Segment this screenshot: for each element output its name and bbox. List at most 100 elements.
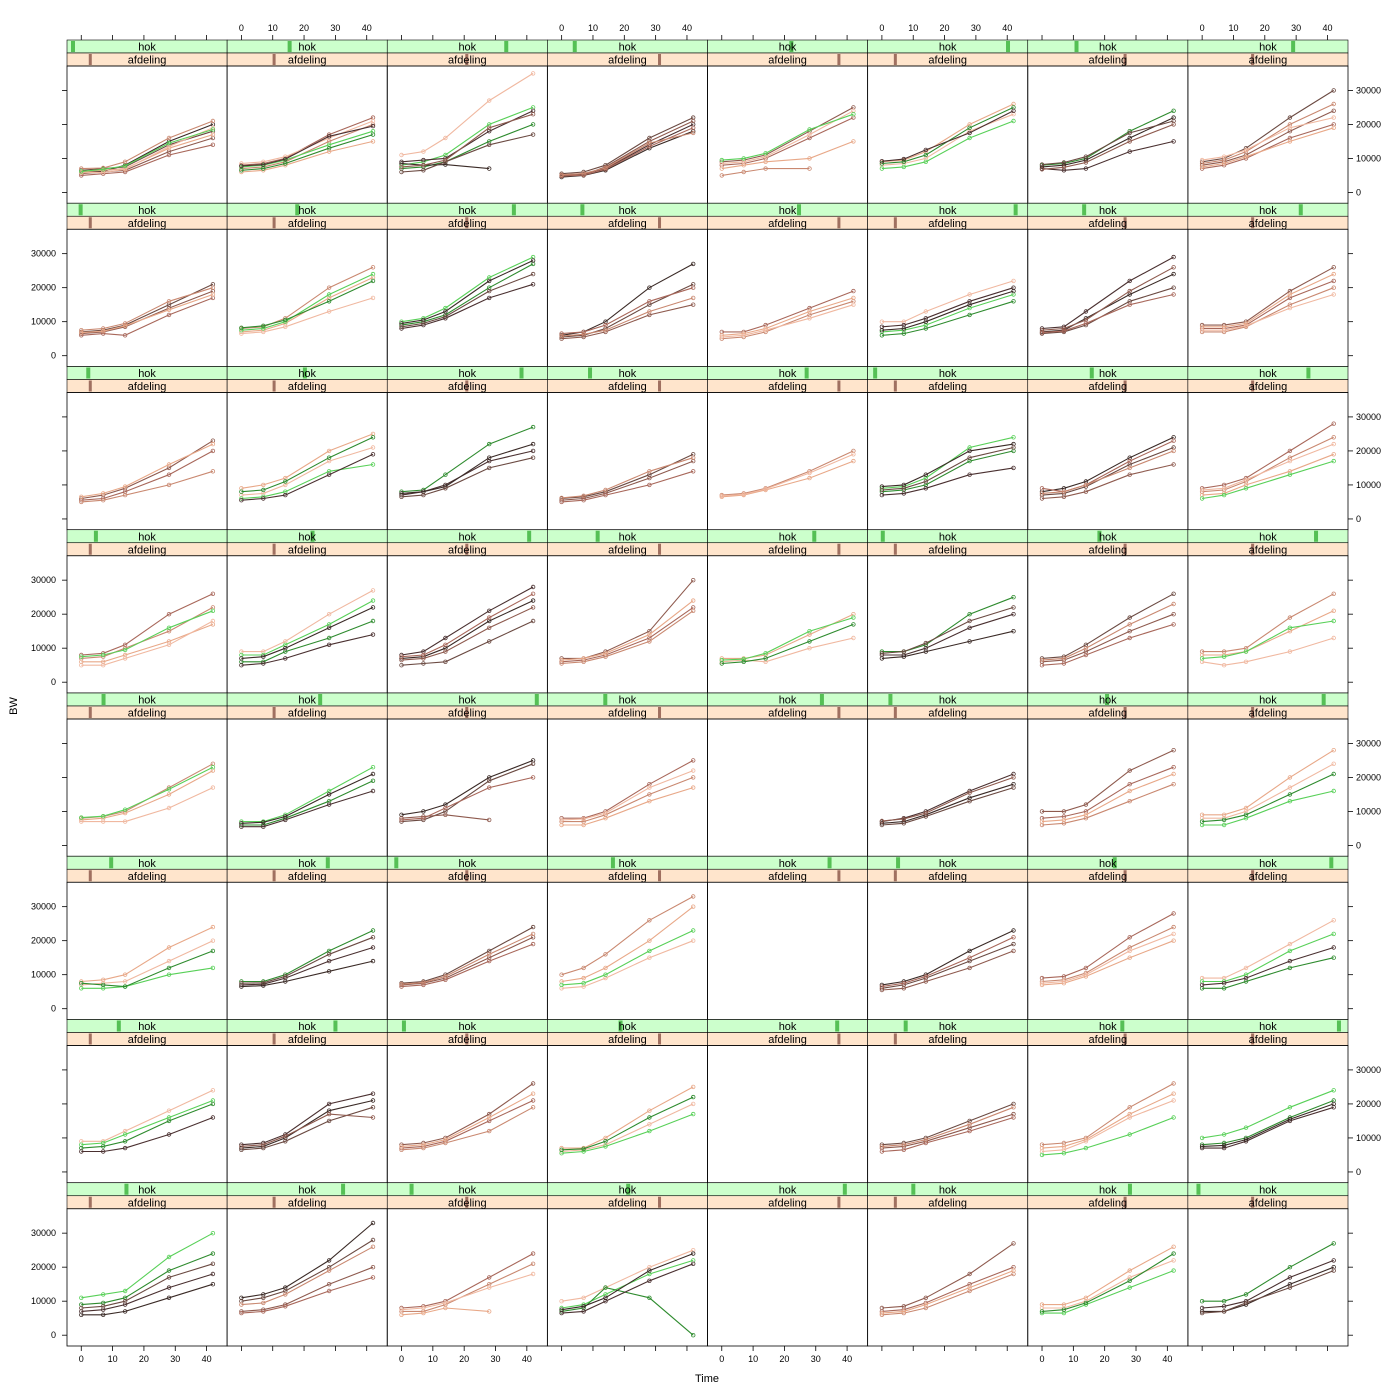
data-point xyxy=(901,1309,906,1314)
data-point xyxy=(691,118,696,124)
series-line xyxy=(81,1099,214,1146)
series-line xyxy=(881,450,1014,493)
series-line xyxy=(81,127,214,174)
series-line xyxy=(881,106,1014,165)
data-point xyxy=(79,328,84,333)
data-point xyxy=(581,656,586,661)
strip-inner-level-marker xyxy=(658,380,662,392)
series-line xyxy=(1202,946,1334,986)
strip-inner-label: afdeling xyxy=(608,55,647,67)
data-point xyxy=(603,322,608,328)
series-line xyxy=(241,936,374,984)
series-line xyxy=(721,453,854,497)
data-point xyxy=(326,134,332,139)
y-tick-label: 30000 xyxy=(1356,412,1381,422)
data-point xyxy=(530,1105,536,1110)
data-point xyxy=(923,326,928,331)
data-point xyxy=(1011,948,1016,954)
data-point xyxy=(122,333,128,338)
data-point xyxy=(530,455,536,460)
x-tick-label: 0 xyxy=(1200,23,1205,33)
series-line xyxy=(881,787,1014,826)
strip-inner-label: afdeling xyxy=(288,381,327,393)
data-point xyxy=(1083,482,1089,488)
data-point xyxy=(807,470,812,476)
strip-outer-level-marker xyxy=(302,367,307,379)
x-tick-label: 30 xyxy=(811,1354,821,1364)
data-point xyxy=(879,984,885,989)
data-point xyxy=(79,1149,84,1154)
data-point xyxy=(487,1285,492,1290)
strip-inner-label: afdeling xyxy=(448,708,487,720)
data-point xyxy=(1127,615,1132,620)
series-line xyxy=(1041,256,1174,330)
series-line xyxy=(561,117,694,175)
data-point xyxy=(691,938,696,943)
data-point xyxy=(166,140,172,146)
data-point xyxy=(1171,601,1176,607)
data-point xyxy=(1221,1298,1227,1304)
data-point xyxy=(691,608,696,613)
series-line xyxy=(81,1283,214,1316)
y-tick-label: 0 xyxy=(51,1004,56,1014)
strip-outer-level-marker xyxy=(835,1020,840,1032)
data-point xyxy=(239,821,244,826)
series-line xyxy=(81,1273,214,1312)
data-point xyxy=(421,982,426,988)
data-point xyxy=(1221,154,1227,159)
series-line xyxy=(401,443,534,494)
strip-inner-level-marker xyxy=(1123,543,1127,555)
series-line xyxy=(881,120,1014,170)
series-line xyxy=(1202,443,1334,491)
data-point xyxy=(530,761,536,766)
series-line xyxy=(241,1246,374,1306)
data-point xyxy=(1061,489,1067,494)
series-line xyxy=(1041,623,1174,666)
strip-outer-level-marker xyxy=(409,1183,414,1195)
strip-inner-level-marker xyxy=(1251,54,1255,65)
data-point xyxy=(1011,1268,1016,1273)
strip-outer-label: hok xyxy=(458,695,476,707)
data-point xyxy=(1331,115,1336,120)
strip-inner-label: afdeling xyxy=(448,55,487,67)
data-point xyxy=(283,1292,288,1297)
data-point xyxy=(1039,819,1045,824)
data-point xyxy=(421,809,426,814)
data-point xyxy=(283,492,288,498)
data-point xyxy=(1221,1140,1227,1146)
data-point xyxy=(691,785,696,790)
series-line xyxy=(881,443,1014,488)
strip-outer-label: hok xyxy=(138,531,156,543)
data-point xyxy=(122,163,128,169)
data-point xyxy=(443,642,448,647)
series-line xyxy=(561,770,694,821)
data-point xyxy=(100,663,106,668)
strip-inner-label: afdeling xyxy=(448,218,487,230)
data-point xyxy=(879,487,885,493)
series-line xyxy=(241,1239,374,1302)
y-tick-label: 30000 xyxy=(31,249,56,259)
series-line xyxy=(401,450,534,496)
series-line xyxy=(81,1103,214,1149)
data-point xyxy=(1083,972,1089,977)
strip-outer-label: hok xyxy=(138,1184,156,1196)
data-point xyxy=(283,161,288,166)
x-tick-label: 0 xyxy=(719,1354,724,1364)
strip-inner-label: afdeling xyxy=(1249,55,1288,67)
data-point xyxy=(370,1244,376,1249)
data-point xyxy=(166,965,172,971)
data-point xyxy=(1287,1116,1293,1122)
series-line xyxy=(1042,1246,1174,1306)
data-point xyxy=(741,156,746,161)
data-point xyxy=(122,1298,128,1304)
data-point xyxy=(1243,323,1249,328)
data-point xyxy=(1331,591,1336,596)
strip-inner-level-marker xyxy=(272,1196,276,1208)
strip-inner-level-marker xyxy=(88,870,92,882)
